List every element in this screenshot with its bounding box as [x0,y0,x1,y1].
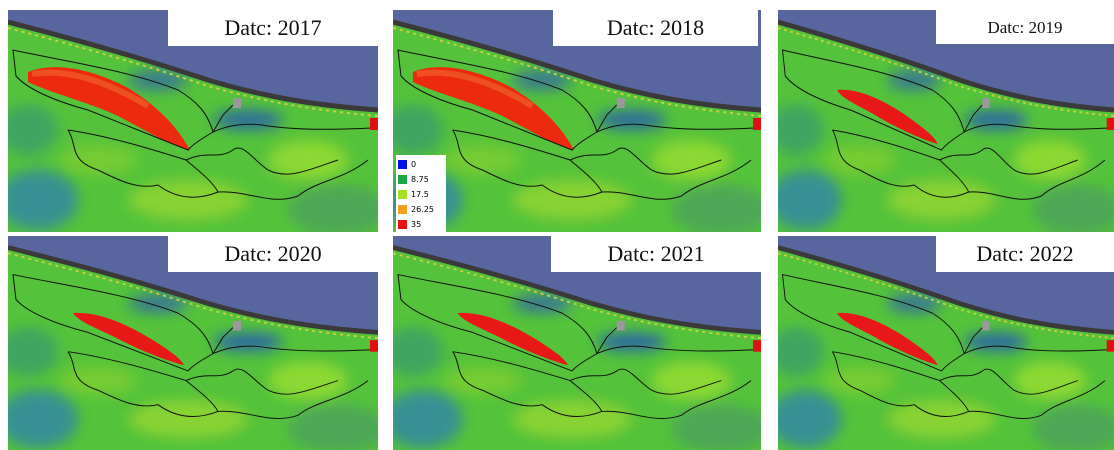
panel-title: Datc: 2022 [936,236,1114,272]
panel-title: Datc: 2019 [936,10,1114,44]
map-panel: Datc: 2022 [778,236,1114,450]
panel-title: Datc: 2021 [551,236,761,272]
legend-label: 8.75 [411,175,429,184]
map-panel: Datc: 2020 [8,236,378,450]
legend-label: 26.25 [411,205,434,214]
panel-title: Datc: 2018 [553,10,758,46]
legend-item: 17.5 [398,187,444,202]
legend-item: 8.75 [398,172,444,187]
legend-item: 26.25 [398,202,444,217]
figure: Datc: 2017 Datc: 2018 [0,0,1114,450]
legend-item: 35 [398,217,444,232]
legend-label: 0 [411,160,416,169]
legend-swatch [398,175,407,184]
legend-label: 17.5 [411,190,429,199]
map-panel: Datc: 2017 [8,10,378,232]
legend-swatch [398,220,407,229]
map-panel: Datc: 2019 [778,10,1114,232]
legend-swatch [398,190,407,199]
legend: 0 8.75 17.5 26.25 35 [396,155,446,234]
legend-label: 35 [411,220,421,229]
panel-title: Datc: 2020 [168,236,378,272]
legend-swatch [398,205,407,214]
map-panel: Datc: 2021 [393,236,761,450]
legend-item: 0 [398,157,444,172]
panel-title: Datc: 2017 [168,10,378,46]
map-panel: Datc: 2018 [393,10,761,232]
legend-swatch [398,160,407,169]
